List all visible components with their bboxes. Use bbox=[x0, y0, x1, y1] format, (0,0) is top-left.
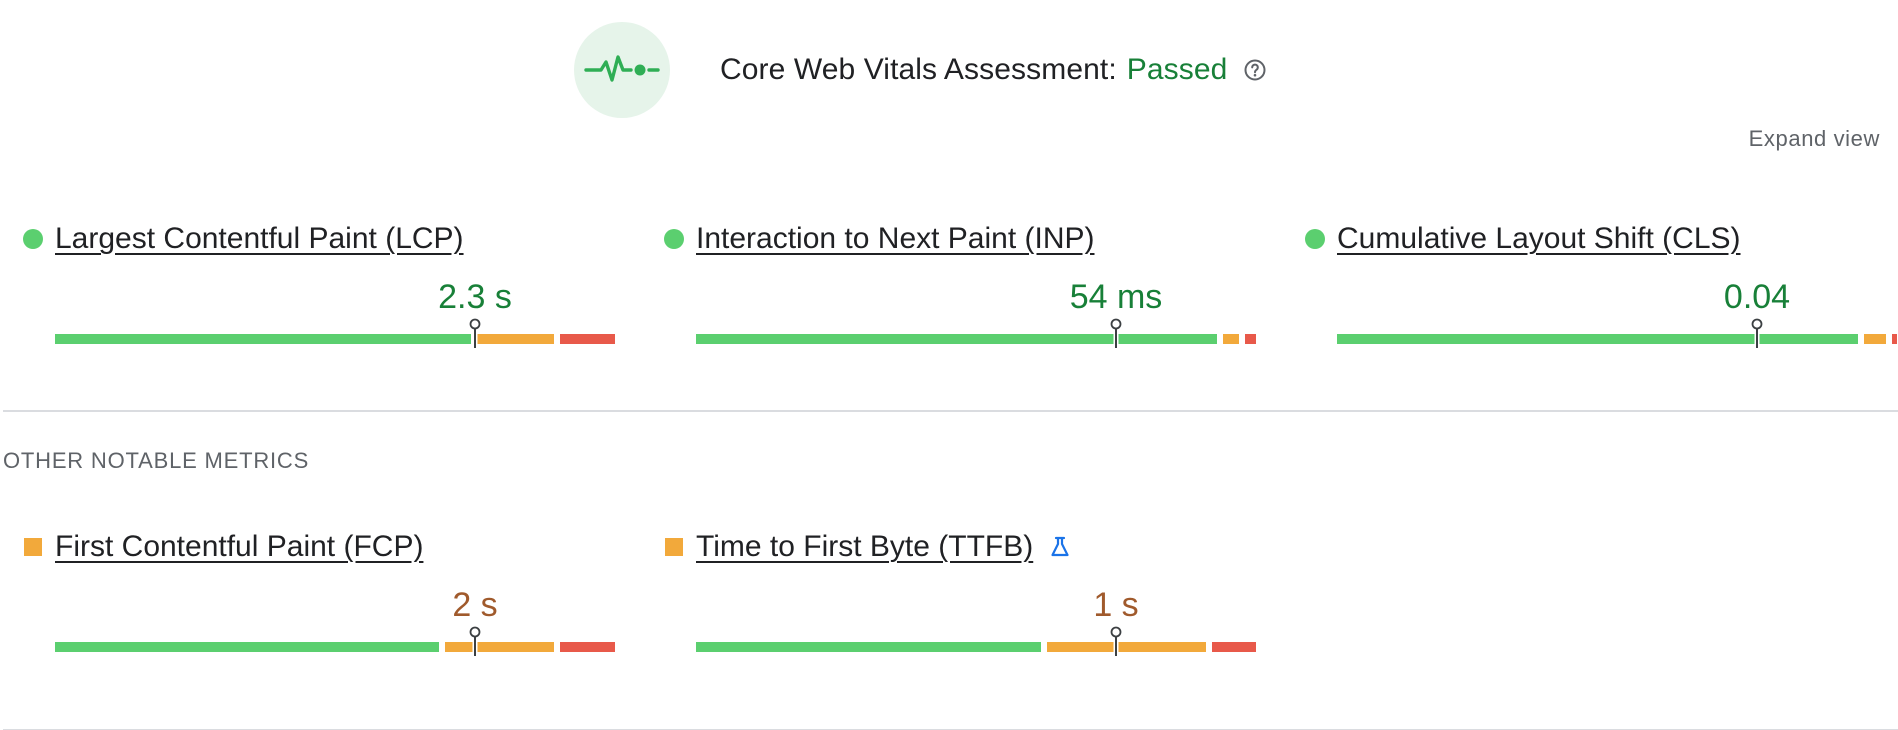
metric-value-inp: 54 ms bbox=[1069, 278, 1163, 316]
assessment-title-text: Core Web Vitals Assessment: bbox=[720, 53, 1117, 86]
distribution-bar-lcp bbox=[55, 334, 615, 344]
needs-improvement-segment bbox=[477, 334, 555, 344]
poor-segment bbox=[1891, 334, 1897, 344]
poor-segment bbox=[1245, 334, 1256, 344]
distribution-bar-fcp bbox=[55, 642, 615, 652]
metric-value-fcp: 2 s bbox=[452, 586, 498, 624]
p75-marker-icon bbox=[1110, 318, 1122, 348]
good-segment bbox=[696, 334, 1217, 344]
good-indicator-icon bbox=[1305, 229, 1325, 249]
needs-improvement-segment bbox=[444, 642, 555, 652]
distribution-bar-cls bbox=[1337, 334, 1897, 344]
section-divider bbox=[3, 410, 1898, 412]
metric-value-cls: 0.04 bbox=[1723, 278, 1791, 316]
assessment-status: Passed bbox=[1126, 53, 1228, 86]
good-segment bbox=[696, 642, 1042, 652]
p75-marker-icon bbox=[469, 318, 481, 348]
needs-improvement-segment bbox=[1863, 334, 1886, 344]
expand-view-button[interactable]: Expand view bbox=[1748, 126, 1880, 151]
assessment-header: Core Web Vitals Assessment: Passed bbox=[574, 22, 1267, 118]
needs-improvement-indicator-icon bbox=[24, 538, 42, 556]
metric-value-ttfb: 1 s bbox=[1093, 586, 1139, 624]
metric-link-cls[interactable]: Cumulative Layout Shift (CLS) bbox=[1337, 222, 1741, 255]
other-metrics-heading: OTHER NOTABLE METRICS bbox=[3, 448, 310, 473]
metric-link-ttfb[interactable]: Time to First Byte (TTFB) bbox=[696, 530, 1034, 563]
needs-improvement-segment bbox=[1222, 334, 1240, 344]
metric-link-lcp[interactable]: Largest Contentful Paint (LCP) bbox=[55, 222, 464, 255]
poor-segment bbox=[560, 334, 615, 344]
good-indicator-icon bbox=[23, 229, 43, 249]
assessment-title: Core Web Vitals Assessment: Passed bbox=[720, 53, 1267, 87]
p75-marker-icon bbox=[1751, 318, 1763, 348]
metric-link-fcp[interactable]: First Contentful Paint (FCP) bbox=[55, 530, 424, 563]
good-segment bbox=[1337, 334, 1858, 344]
poor-segment bbox=[560, 642, 615, 652]
flask-icon[interactable] bbox=[1047, 534, 1073, 560]
good-indicator-icon bbox=[664, 229, 684, 249]
good-segment bbox=[55, 642, 439, 652]
distribution-bar-ttfb bbox=[696, 642, 1256, 652]
needs-improvement-indicator-icon bbox=[665, 538, 683, 556]
metric-value-lcp: 2.3 s bbox=[438, 278, 512, 316]
good-segment bbox=[55, 334, 472, 344]
distribution-bar-inp bbox=[696, 334, 1256, 344]
poor-segment bbox=[1212, 642, 1256, 652]
pulse-icon bbox=[574, 22, 670, 118]
metric-link-inp[interactable]: Interaction to Next Paint (INP) bbox=[696, 222, 1095, 255]
p75-marker-icon bbox=[1110, 626, 1122, 656]
help-circle-icon[interactable] bbox=[1243, 58, 1267, 82]
p75-marker-icon bbox=[469, 626, 481, 656]
needs-improvement-segment bbox=[1047, 642, 1207, 652]
